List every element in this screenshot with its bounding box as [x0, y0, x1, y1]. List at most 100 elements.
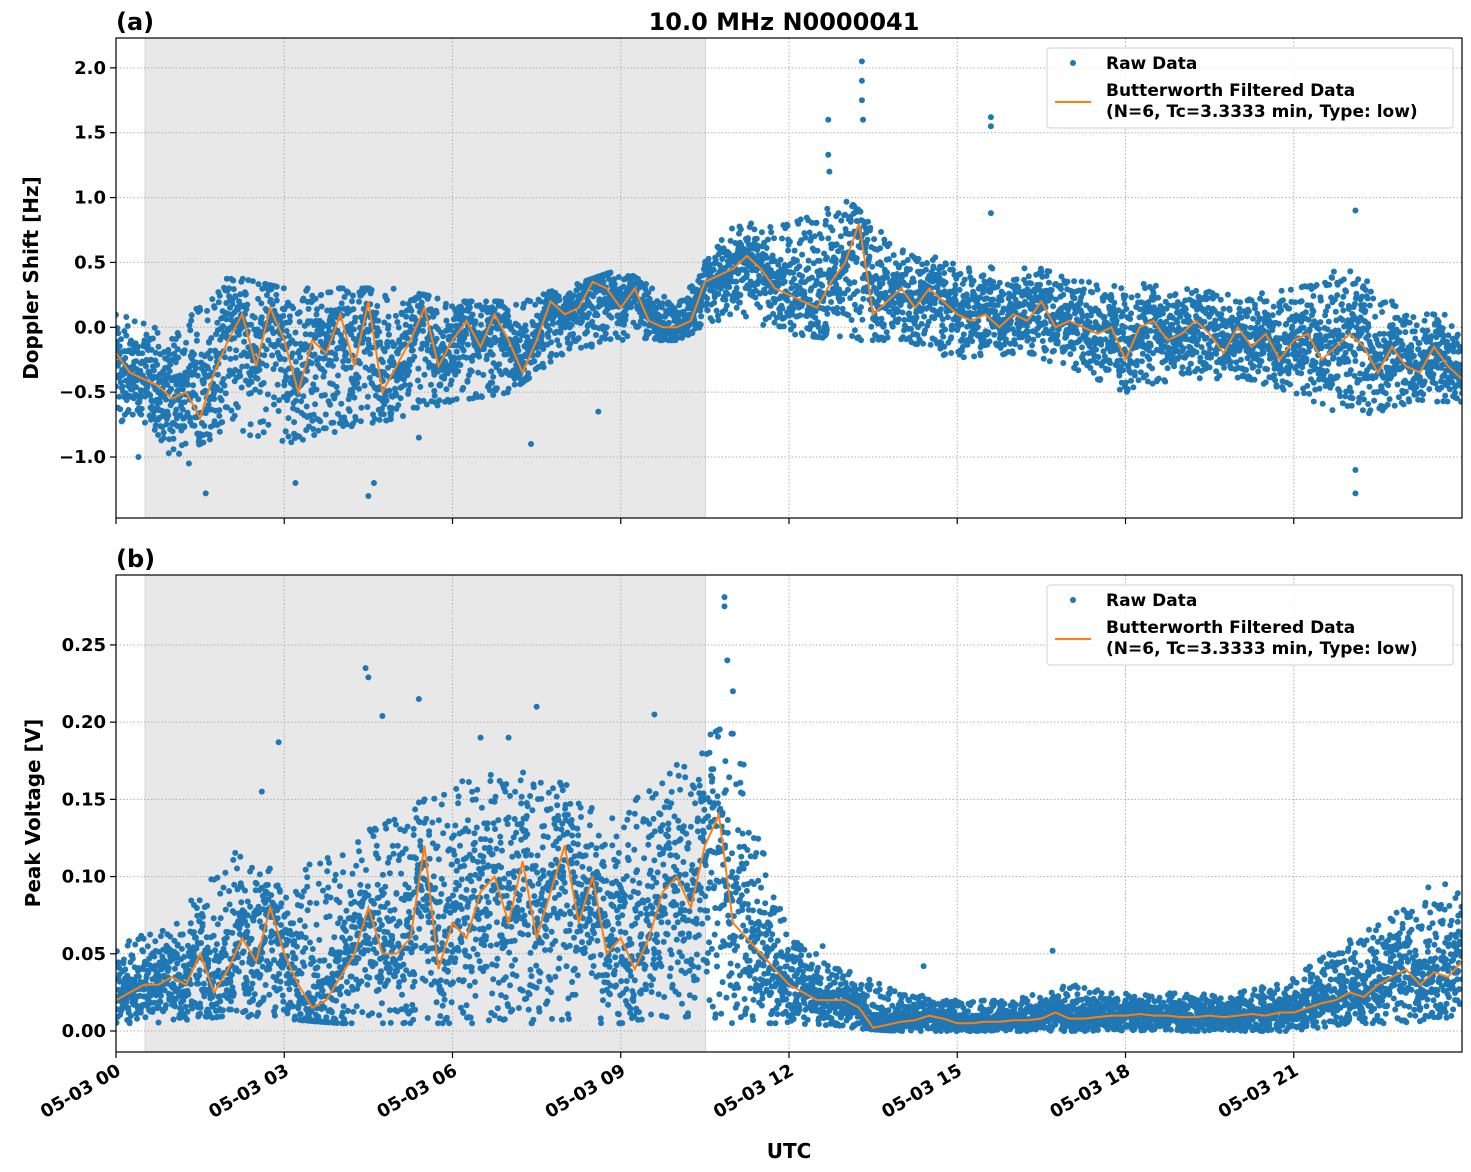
raw-data-point	[779, 235, 785, 242]
raw-data-point	[1111, 299, 1118, 306]
raw-data-point	[170, 446, 177, 453]
raw-data-point	[1093, 346, 1100, 353]
raw-data-point	[355, 374, 362, 381]
raw-data-point	[1095, 354, 1102, 360]
raw-data-point	[868, 323, 875, 330]
raw-data-point	[894, 307, 901, 314]
raw-data-point	[408, 307, 415, 314]
raw-data-point	[986, 338, 993, 345]
raw-data-point	[1012, 289, 1019, 296]
raw-data-point	[819, 282, 826, 289]
raw-data-point	[149, 335, 156, 342]
raw-data-point	[866, 253, 873, 260]
raw-data-point	[736, 299, 743, 306]
raw-data-point	[172, 359, 179, 366]
raw-data-point	[896, 262, 903, 269]
raw-data-point	[304, 368, 311, 374]
raw-data-point	[1254, 310, 1261, 317]
raw-data-point	[865, 218, 871, 225]
raw-data-point	[503, 345, 510, 352]
raw-data-point	[283, 328, 290, 334]
raw-data-point	[270, 330, 277, 337]
raw-data-point	[448, 377, 455, 384]
raw-data-point	[825, 235, 832, 242]
raw-data-point	[527, 298, 534, 305]
raw-data-point	[1107, 360, 1114, 367]
raw-data-point	[891, 300, 898, 307]
raw-data-point	[851, 327, 858, 334]
raw-data-point	[252, 386, 259, 393]
raw-data-point	[351, 394, 358, 401]
raw-data-point	[285, 415, 292, 422]
raw-data-point	[895, 316, 902, 323]
raw-data-point	[274, 381, 281, 388]
raw-data-point	[181, 399, 188, 406]
raw-data-point	[950, 260, 956, 267]
raw-data-point	[1037, 281, 1043, 288]
raw-data-point	[1101, 313, 1108, 320]
raw-data-point	[412, 336, 419, 343]
raw-data-point	[813, 277, 820, 284]
raw-data-point	[545, 333, 552, 340]
raw-data-point	[548, 350, 555, 357]
raw-data-point	[200, 379, 207, 386]
raw-data-point	[824, 310, 831, 317]
raw-data-point	[406, 368, 412, 375]
raw-data-point	[352, 314, 359, 321]
raw-data-point	[457, 362, 464, 368]
raw-data-point	[183, 339, 190, 346]
raw-data-point	[346, 408, 353, 414]
panel-a-doppler: −1.0−0.50.00.51.01.52.0 Raw DataButterwor…	[59, 37, 1463, 524]
raw-data-point	[1048, 294, 1055, 301]
raw-data-point	[715, 317, 722, 324]
raw-data-point	[821, 271, 828, 278]
raw-data-point	[167, 361, 174, 368]
raw-data-point	[1194, 341, 1200, 348]
raw-data-point	[443, 300, 449, 307]
raw-data-point	[170, 398, 176, 405]
raw-data-point	[1042, 320, 1049, 327]
raw-data-point	[834, 310, 841, 317]
raw-data-point	[292, 340, 299, 347]
raw-data-point	[339, 285, 346, 292]
raw-data-point	[216, 292, 223, 299]
raw-data-point	[799, 332, 806, 339]
raw-data-point	[273, 283, 280, 290]
raw-data-point	[149, 398, 155, 405]
raw-data-point	[1040, 355, 1047, 362]
raw-data-point	[1243, 367, 1250, 373]
raw-data-point	[215, 299, 222, 306]
raw-data-point	[752, 294, 759, 301]
raw-data-point	[1025, 273, 1032, 280]
raw-data-point	[310, 426, 317, 432]
raw-data-point	[727, 237, 734, 244]
raw-data-point	[1130, 384, 1137, 391]
raw-data-point	[443, 317, 450, 324]
raw-data-point	[823, 254, 830, 261]
raw-data-point	[608, 314, 615, 321]
raw-data-point	[515, 347, 522, 354]
raw-data-point	[1264, 366, 1271, 373]
raw-data-point	[1074, 330, 1081, 337]
raw-data-point	[380, 411, 387, 418]
raw-data-point	[506, 318, 513, 325]
raw-data-point	[433, 309, 440, 316]
raw-data-point	[1244, 313, 1250, 320]
raw-data-point	[594, 312, 601, 319]
raw-data-point	[622, 312, 629, 319]
raw-data-point	[417, 383, 424, 390]
raw-data-point	[818, 235, 825, 242]
raw-data-point	[466, 304, 473, 311]
raw-data-point	[944, 314, 951, 321]
raw-data-point	[119, 383, 126, 390]
raw-data-point	[833, 281, 840, 288]
raw-data-point	[883, 329, 890, 336]
raw-data-point	[1075, 367, 1082, 374]
raw-data-point	[765, 236, 771, 243]
raw-data-point	[1048, 287, 1055, 293]
raw-data-point	[418, 299, 425, 306]
raw-data-point	[797, 312, 804, 319]
raw-data-point	[1251, 376, 1258, 383]
raw-data-point	[956, 286, 963, 293]
raw-data-point	[824, 305, 831, 312]
